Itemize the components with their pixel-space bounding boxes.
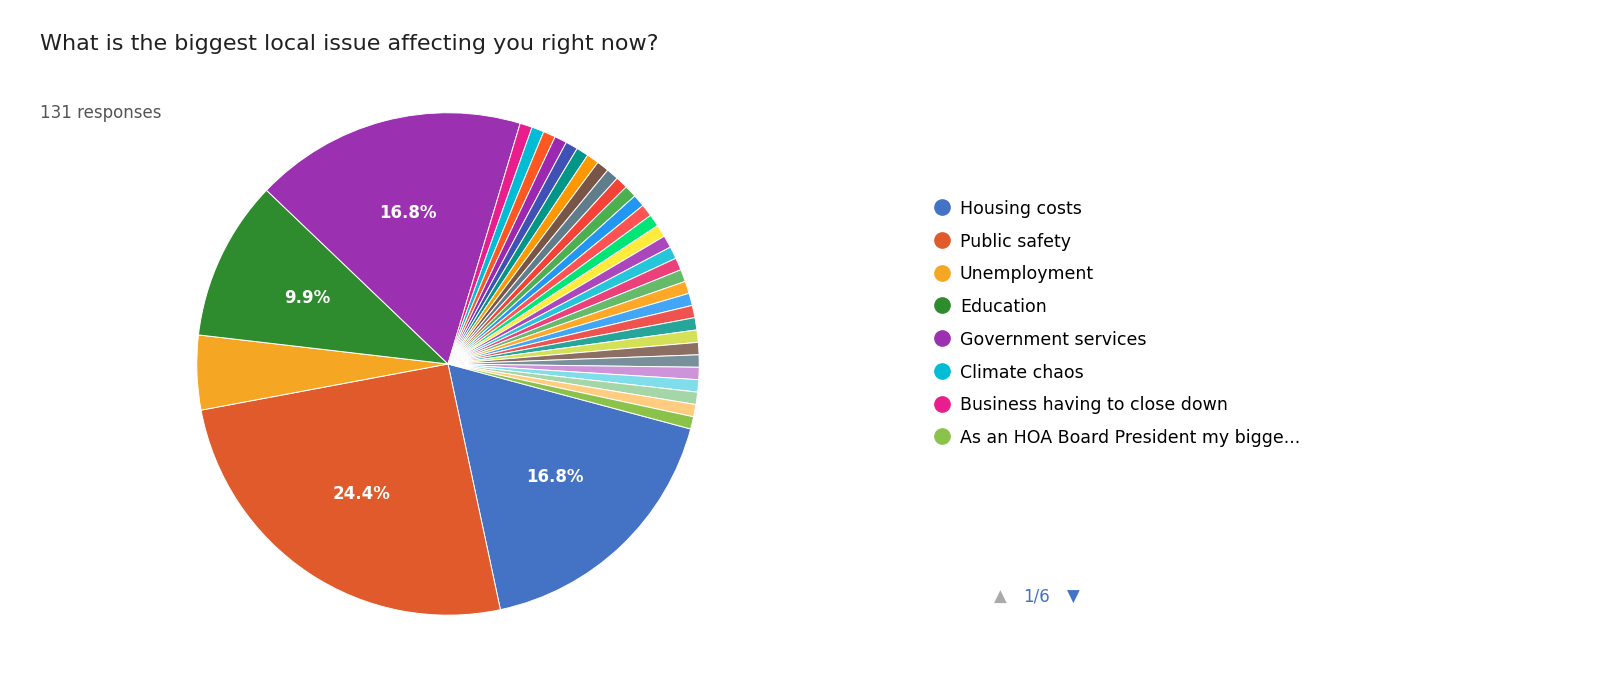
- Text: 24.4%: 24.4%: [333, 485, 390, 503]
- Legend: Housing costs, Public safety, Unemployment, Education, Government services, Clim: Housing costs, Public safety, Unemployme…: [928, 191, 1309, 456]
- Wedge shape: [448, 282, 690, 364]
- Wedge shape: [448, 258, 682, 364]
- Wedge shape: [448, 170, 618, 364]
- Wedge shape: [202, 364, 501, 615]
- Wedge shape: [448, 364, 699, 392]
- Text: 16.8%: 16.8%: [526, 468, 584, 486]
- Wedge shape: [197, 335, 448, 410]
- Wedge shape: [448, 162, 608, 364]
- Wedge shape: [267, 113, 520, 364]
- Text: 16.8%: 16.8%: [379, 204, 437, 222]
- Wedge shape: [448, 196, 643, 364]
- Wedge shape: [198, 190, 448, 364]
- Wedge shape: [448, 293, 693, 364]
- Wedge shape: [448, 342, 699, 364]
- Wedge shape: [448, 330, 698, 364]
- Wedge shape: [448, 364, 696, 417]
- Wedge shape: [448, 127, 544, 364]
- Wedge shape: [448, 247, 675, 364]
- Text: 1/6: 1/6: [1024, 588, 1050, 605]
- Wedge shape: [448, 187, 635, 364]
- Wedge shape: [448, 148, 587, 364]
- Wedge shape: [448, 206, 651, 364]
- Wedge shape: [448, 364, 691, 610]
- Wedge shape: [448, 364, 699, 379]
- Wedge shape: [448, 142, 578, 364]
- Wedge shape: [448, 178, 626, 364]
- Wedge shape: [448, 236, 670, 364]
- Wedge shape: [448, 270, 685, 364]
- Text: What is the biggest local issue affecting you right now?: What is the biggest local issue affectin…: [40, 34, 659, 54]
- Text: 9.9%: 9.9%: [283, 288, 330, 307]
- Wedge shape: [448, 131, 555, 364]
- Text: ▲: ▲: [994, 588, 1006, 605]
- Wedge shape: [448, 364, 698, 404]
- Text: 131 responses: 131 responses: [40, 104, 162, 123]
- Wedge shape: [448, 226, 664, 364]
- Text: ▼: ▼: [1067, 588, 1080, 605]
- Wedge shape: [448, 123, 533, 364]
- Wedge shape: [448, 317, 698, 364]
- Wedge shape: [448, 155, 598, 364]
- Wedge shape: [448, 364, 693, 429]
- Wedge shape: [448, 137, 566, 364]
- Wedge shape: [448, 216, 658, 364]
- Wedge shape: [448, 355, 699, 367]
- Wedge shape: [448, 305, 694, 364]
